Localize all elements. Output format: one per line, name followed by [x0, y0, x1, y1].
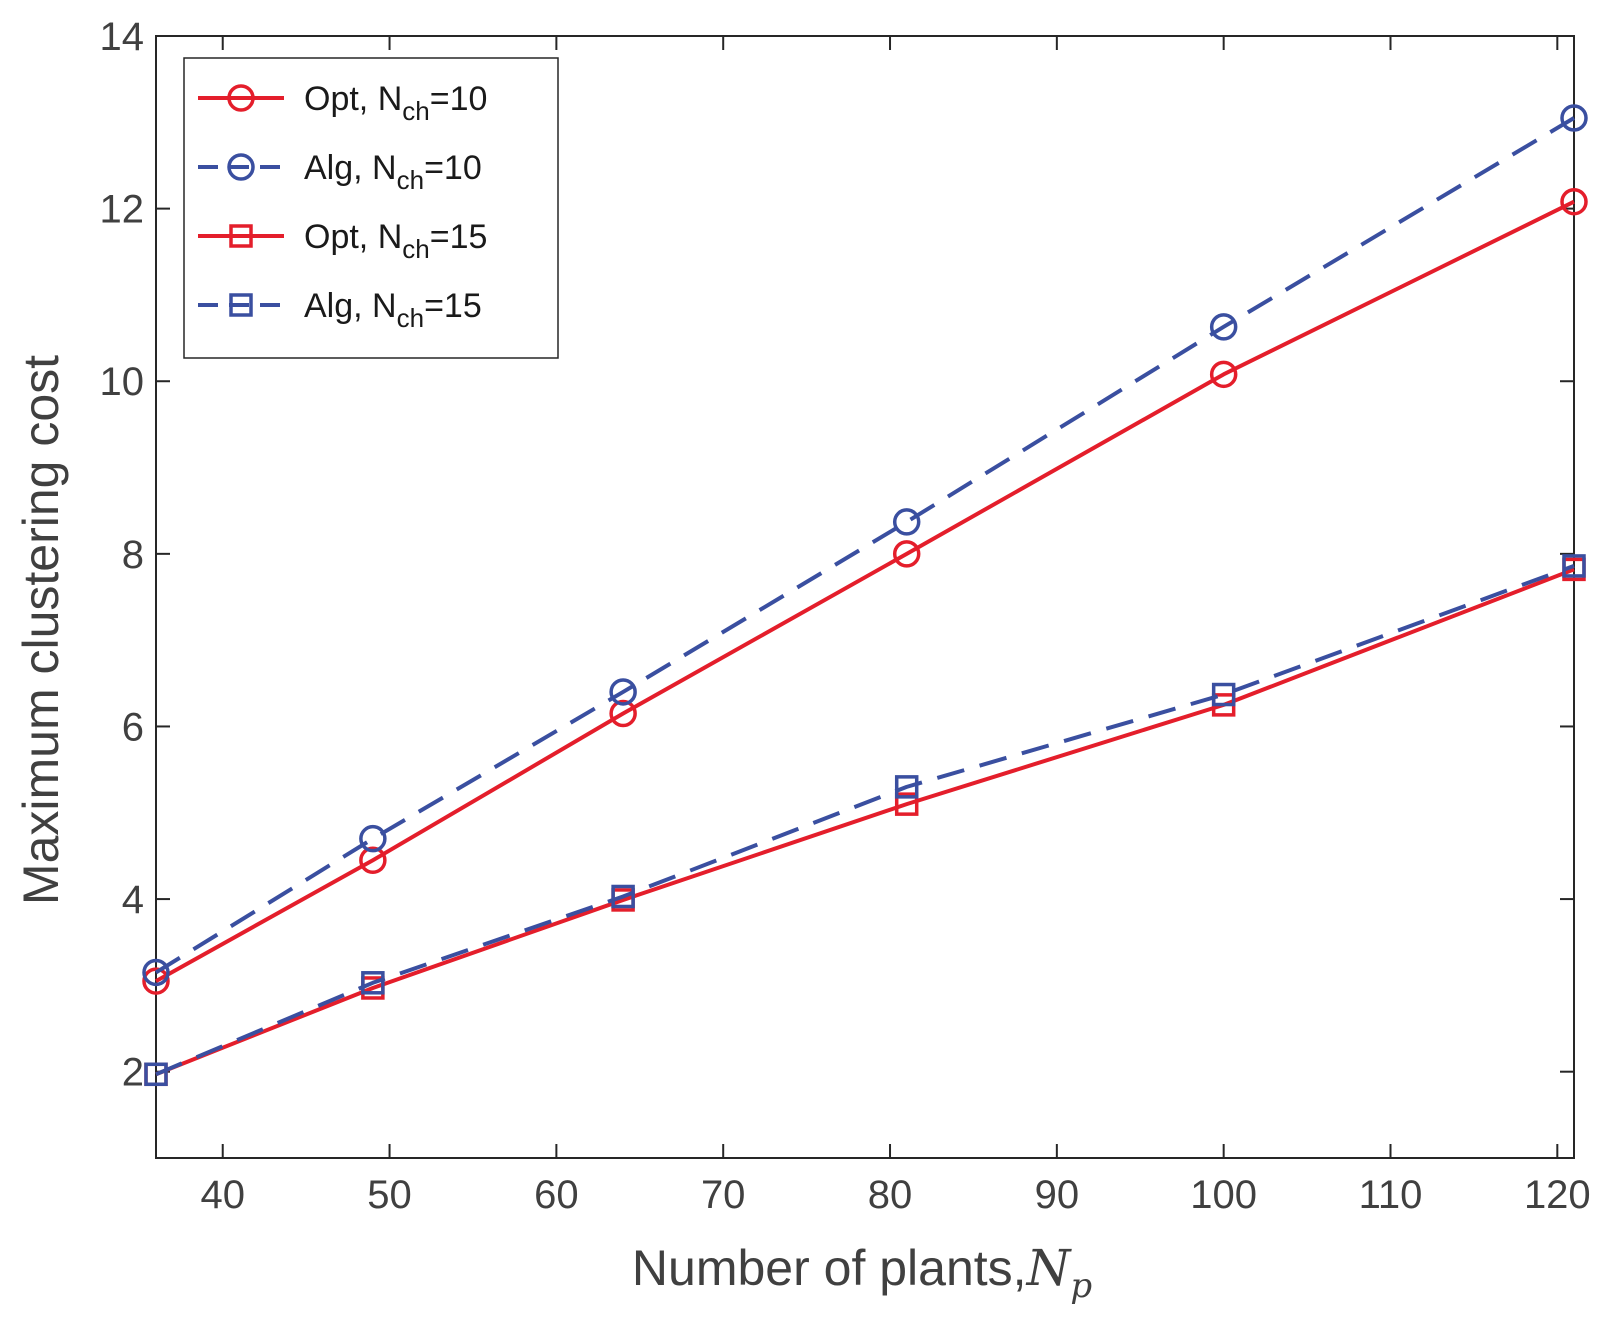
- data-point: [609, 678, 637, 706]
- y-tick-label: 14: [100, 15, 145, 59]
- y-tick-label: 6: [122, 705, 144, 749]
- data-point: [359, 846, 387, 874]
- legend-marker: [229, 224, 253, 248]
- series-2: [142, 104, 1588, 987]
- data-point: [1560, 187, 1588, 216]
- x-tick-label: 90: [1035, 1173, 1080, 1217]
- legend-marker: [229, 293, 253, 317]
- data-point: [1562, 554, 1586, 578]
- series-layer: [142, 104, 1588, 1087]
- series-line: [154, 116, 1576, 975]
- y-tick-label: 4: [122, 878, 144, 922]
- y-tick-label: 10: [100, 360, 145, 404]
- series-1: [142, 187, 1588, 995]
- data-point: [1209, 313, 1238, 341]
- y-tick-label: 2: [122, 1051, 144, 1095]
- legend-entry-4: Alg, Nch=15: [198, 287, 482, 333]
- data-point: [894, 775, 919, 799]
- x-tick-label: 110: [1359, 1173, 1423, 1217]
- x-axis-title: Number of plants,Np: [632, 1239, 1092, 1306]
- data-point: [1211, 682, 1236, 707]
- series-line: [155, 564, 1575, 1077]
- x-tick-label: 40: [200, 1173, 245, 1217]
- axis-ticks: 40 50 60 70 80 90 100 110 120 2 4 6 8 10 12 14: [100, 15, 1591, 1217]
- data-point: [892, 540, 921, 568]
- series-line: [155, 199, 1575, 983]
- x-tick-label: 80: [868, 1173, 913, 1217]
- legend-marker: [227, 84, 255, 112]
- x-tick-label: 70: [701, 1173, 746, 1217]
- data-point: [894, 792, 919, 816]
- data-point: [1560, 104, 1588, 132]
- data-point: [611, 884, 635, 909]
- legend-entry-2: Alg, Nch=10: [198, 149, 482, 195]
- x-axis-title-symbol: N: [1026, 1239, 1073, 1297]
- y-tick-label: 12: [100, 188, 145, 232]
- data-point: [144, 1062, 168, 1087]
- data-point: [892, 508, 921, 536]
- x-tick-label: 120: [1524, 1173, 1591, 1217]
- legend: Opt, Nch=10 Alg, Nch=10 Opt, Nch=15 Alg, Nc…: [183, 57, 559, 359]
- x-tick-label: 100: [1190, 1173, 1257, 1217]
- legend-marker: [227, 153, 255, 181]
- series-4: [144, 554, 1586, 1087]
- data-point: [1209, 360, 1238, 389]
- data-point: [361, 971, 385, 995]
- x-tick-label: 50: [367, 1173, 412, 1217]
- legend-label: Opt, Nch=15: [304, 218, 487, 264]
- x-axis-title-text: Number of plants,: [632, 1240, 1027, 1296]
- legend-entry-3: Opt, Nch=15: [198, 218, 487, 264]
- x-tick-label: 60: [534, 1173, 579, 1217]
- legend-entry-1: Opt, Nch=10: [198, 80, 487, 126]
- data-point: [359, 824, 387, 853]
- x-axis-title-symbol-sub: p: [1070, 1266, 1092, 1306]
- series-line: [155, 567, 1575, 1077]
- legend-label: Alg, Nch=10: [304, 149, 482, 195]
- data-point: [142, 958, 170, 987]
- legend-label: Opt, Nch=10: [304, 80, 487, 126]
- y-axis-title: Maximum clustering cost: [13, 355, 69, 905]
- legend-label: Alg, Nch=15: [304, 287, 482, 333]
- y-tick-label: 8: [122, 533, 144, 577]
- data-point: [609, 699, 637, 728]
- data-point: [142, 967, 170, 995]
